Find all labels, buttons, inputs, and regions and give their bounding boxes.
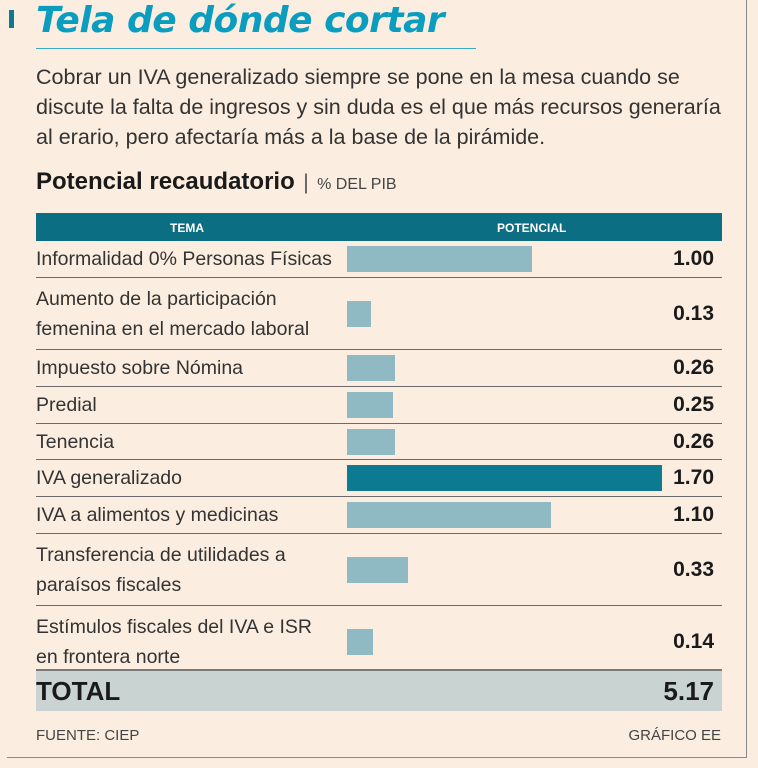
total-value: 5.17 <box>663 676 714 706</box>
bar <box>347 429 395 455</box>
row-label: Estímulos fiscales del IVA e ISR en fron… <box>36 616 312 668</box>
subtitle-separator: | <box>303 171 309 194</box>
table-row: IVA generalizado 1.70 <box>36 460 722 497</box>
header-tema: TEMA <box>170 221 204 235</box>
bar <box>347 246 532 272</box>
table-row: Predial 0.25 <box>36 387 722 424</box>
row-label: Tenencia <box>36 431 115 453</box>
chart-unit: % DEL PIB <box>317 176 397 193</box>
bar <box>347 502 551 528</box>
row-value: 0.33 <box>673 558 714 581</box>
bar <box>347 355 395 381</box>
bar <box>347 629 373 655</box>
row-value: 0.14 <box>673 630 714 653</box>
title-accent-mark <box>9 10 14 28</box>
footer-credit: GRÁFICO EE <box>628 727 721 744</box>
intro-paragraph: Cobrar un IVA generalizado siempre se po… <box>36 65 721 149</box>
bar <box>347 301 371 327</box>
chart-rows: Informalidad 0% Personas Físicas 1.00 Aume… <box>36 241 722 679</box>
page-title: Tela de dónde cortar <box>36 0 445 41</box>
row-label: Aumento de la participación femenina en … <box>36 288 310 340</box>
row-label: Impuesto sobre Nómina <box>36 357 244 379</box>
bar <box>347 392 393 418</box>
chart-title: Potencial recaudatorio <box>36 168 295 195</box>
table-row: Informalidad 0% Personas Físicas 1.00 <box>36 241 722 278</box>
row-label: IVA a alimentos y medicinas <box>36 504 279 526</box>
row-value: 0.25 <box>673 393 714 416</box>
row-label: IVA generalizado <box>36 467 182 489</box>
row-value: 1.00 <box>673 247 714 270</box>
table-row: Aumento de la participación femenina en … <box>36 278 722 350</box>
bar <box>347 465 662 491</box>
chart-subtitle: Potencial recaudatorio | % DEL PIB <box>36 168 397 196</box>
table-row: IVA a alimentos y medicinas 1.10 <box>36 497 722 534</box>
table-header: TEMA POTENCIAL <box>36 213 722 241</box>
row-label: Predial <box>36 394 97 416</box>
row-label: Transferencia de utilidades a paraísos f… <box>36 544 286 596</box>
row-value: 1.70 <box>673 466 714 489</box>
table-row: Tenencia 0.26 <box>36 424 722 460</box>
table-row: Transferencia de utilidades a paraísos f… <box>36 534 722 606</box>
footer-source: FUENTE: CIEP <box>36 727 140 744</box>
bar <box>347 557 408 583</box>
row-value: 0.13 <box>673 302 714 325</box>
row-label: Informalidad 0% Personas Físicas <box>36 248 332 270</box>
frame <box>7 0 747 758</box>
table-row: Impuesto sobre Nómina 0.26 <box>36 350 722 387</box>
title-rule <box>36 48 476 49</box>
header-potencial: POTENCIAL <box>497 221 567 235</box>
row-value: 1.10 <box>673 503 714 526</box>
row-value: 0.26 <box>673 430 714 453</box>
total-row: TOTAL 5.17 <box>36 669 722 711</box>
row-value: 0.26 <box>673 356 714 379</box>
total-label: TOTAL <box>36 676 121 706</box>
